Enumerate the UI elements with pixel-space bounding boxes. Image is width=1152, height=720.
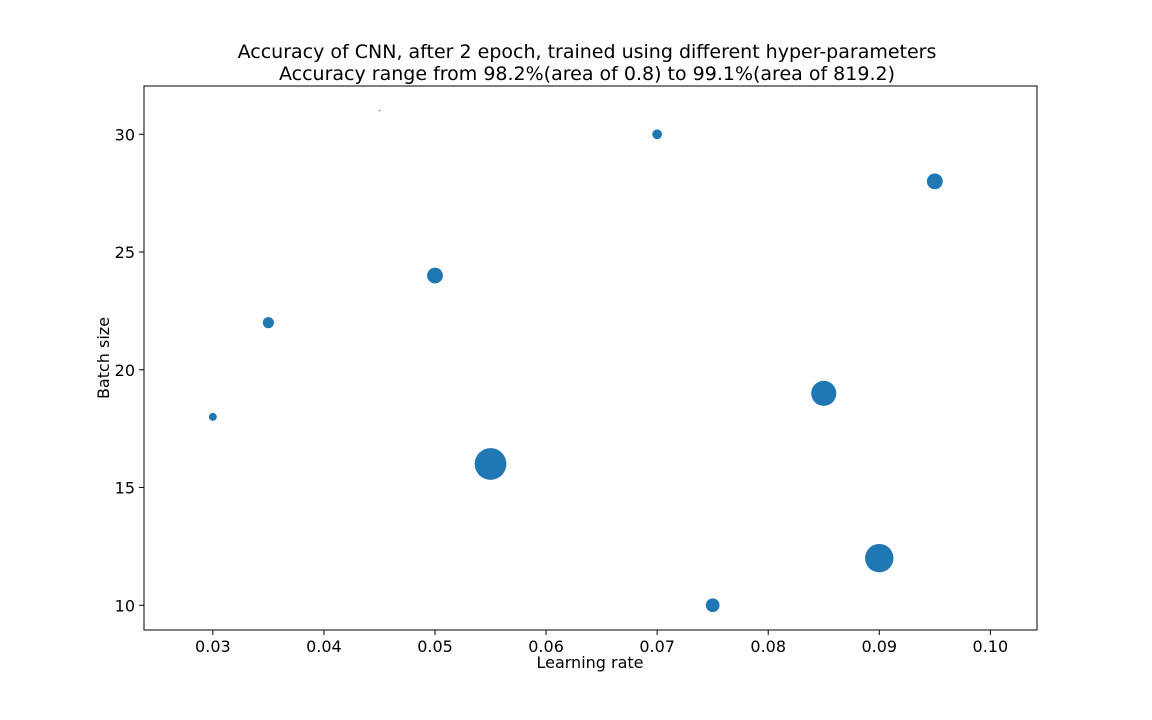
scatter-point: [926, 173, 943, 190]
scatter-point: [652, 129, 663, 140]
scatter-point: [427, 267, 443, 284]
scatter-point: [705, 598, 720, 613]
x-tick-label: 0.09: [861, 637, 897, 656]
x-tick-label: 0.10: [973, 637, 1009, 656]
x-tick-label: 0.04: [306, 637, 342, 656]
plot-area: [143, 85, 1038, 631]
scatter-point: [378, 110, 381, 112]
x-tick-label: 0.08: [750, 637, 786, 656]
chart-subtitle: Accuracy range from 98.2%(area of 0.8) t…: [279, 63, 895, 85]
y-axis-label: Batch size: [94, 317, 113, 399]
x-tick-label: 0.07: [639, 637, 675, 656]
scatter-point: [208, 412, 217, 421]
data-points: [208, 110, 943, 613]
y-tick-label: 15: [115, 479, 135, 498]
x-axis-label: Learning rate: [536, 653, 643, 672]
x-tick-label: 0.03: [195, 637, 231, 656]
scatter-point: [262, 317, 275, 329]
scatter-point: [474, 448, 507, 480]
y-tick-label: 10: [115, 596, 135, 615]
x-axis: 0.03 0.04 0.05 0.06 0.07 0.08 0.09 0.10: [195, 630, 1008, 656]
scatter-point: [865, 543, 894, 573]
y-tick-label: 20: [115, 361, 135, 380]
chart-title: Accuracy of CNN, after 2 epoch, trained …: [238, 41, 937, 63]
x-tick-label: 0.06: [528, 637, 564, 656]
y-axis: 10 15 20 25 30: [115, 125, 144, 615]
x-tick-label: 0.05: [417, 637, 453, 656]
y-tick-label: 25: [115, 243, 135, 262]
y-tick-label: 30: [115, 125, 135, 144]
scatter-point: [811, 380, 837, 406]
